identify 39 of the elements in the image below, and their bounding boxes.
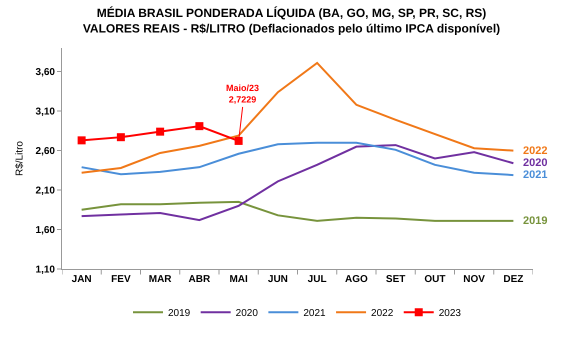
- annotation: Maio/23 2,7229: [226, 83, 260, 105]
- x-tick-label: JUN: [268, 274, 288, 285]
- point: [234, 136, 243, 145]
- line-series: [80, 142, 514, 176]
- y-tick-label: 3,10: [36, 106, 56, 118]
- legend-label: 2023: [438, 308, 462, 320]
- chart-title: MÉDIA BRASIL PONDERADA LÍQUIDA (BA, GO, MG, SP, PR, SC, RS) VALORES REAIS - R$/LITRO (Deflacionados pelo último IPCA disponível): [82, 6, 500, 36]
- x-tick-label: JAN: [72, 274, 92, 285]
- x-tick-label: OUT: [424, 274, 446, 285]
- x-tick-label: MAI: [229, 274, 248, 285]
- line-series: [80, 62, 514, 174]
- y-tick-label: 1,60: [36, 225, 56, 236]
- y-tick-label: 2,10: [36, 186, 56, 197]
- x-tick-label: NOV: [463, 274, 486, 285]
- x-tick-label: MAR: [148, 274, 172, 285]
- legend-label: 2022: [371, 308, 394, 320]
- point: [156, 128, 164, 136]
- y-axis-title: R$/Litro: [14, 140, 26, 176]
- x-tick-label: DEZ: [503, 274, 524, 285]
- y-tick-label: 3,60: [36, 67, 56, 78]
- x-tick-label: AGO: [344, 274, 368, 285]
- text: 2020: [523, 157, 548, 169]
- point: [78, 136, 86, 144]
- x-tick-label: FEV: [111, 274, 131, 285]
- legend-label: 2020: [236, 308, 258, 320]
- point: [195, 122, 204, 130]
- y-tick-label: 2,60: [36, 146, 56, 158]
- x-tick-label: ABR: [188, 274, 211, 285]
- x-tick-label: SET: [386, 274, 406, 285]
- legend-label: 2021: [303, 308, 326, 320]
- text: 2022: [523, 145, 548, 157]
- x-tick-label: JUL: [308, 274, 327, 285]
- text: 2021: [523, 169, 548, 181]
- line-series: [80, 144, 514, 222]
- point: [116, 133, 125, 142]
- legend-label: 2019: [168, 308, 191, 320]
- text: 2019: [523, 215, 548, 227]
- y-tick-label: 1,10: [36, 264, 56, 276]
- line-series: [80, 200, 514, 222]
